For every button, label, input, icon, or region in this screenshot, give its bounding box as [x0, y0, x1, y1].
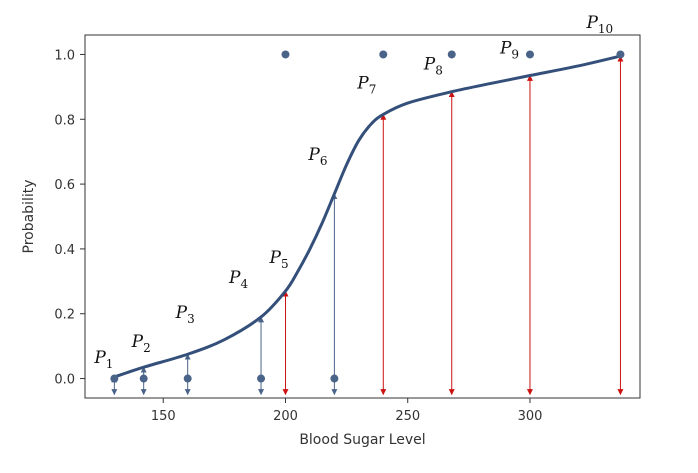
x-axis-ticks: 150 200 250 300 — [151, 398, 543, 424]
y-tick-label: 0.0 — [54, 373, 75, 388]
data-point — [139, 374, 148, 383]
data-point — [447, 50, 456, 59]
point-label-p7: P7 — [356, 73, 376, 96]
y-tick-label: 0.4 — [54, 243, 75, 258]
data-points — [110, 50, 625, 383]
point-label-p8: P8 — [423, 55, 443, 78]
y-tick-label: 1.0 — [54, 48, 75, 63]
point-label-p1: P1 — [93, 348, 113, 371]
y-axis-ticks: 0.0 0.2 0.4 0.6 0.8 1.0 — [54, 48, 85, 388]
x-tick-label: 250 — [395, 409, 420, 424]
y-tick-label: 0.2 — [54, 308, 75, 323]
axes-frame — [84, 34, 641, 399]
data-point — [110, 374, 119, 383]
point-label-p10: P10 — [585, 13, 613, 36]
data-point — [281, 50, 290, 59]
data-point — [257, 374, 266, 383]
plot-area — [84, 34, 641, 399]
point-label-p3: P3 — [175, 303, 195, 326]
point-label-p5: P5 — [268, 248, 288, 271]
point-label-p4: P4 — [228, 268, 248, 291]
point-label-p6: P6 — [307, 145, 327, 168]
sigmoid-curve — [113, 54, 621, 379]
y-tick-label: 0.8 — [54, 113, 75, 128]
x-axis-label: Blood Sugar Level — [299, 432, 425, 448]
data-point — [330, 374, 339, 383]
data-point — [616, 50, 625, 59]
data-point — [525, 50, 534, 59]
x-tick-label: 200 — [273, 409, 298, 424]
point-label-p2: P2 — [131, 332, 151, 355]
y-tick-label: 0.6 — [54, 178, 75, 193]
x-tick-label: 150 — [151, 409, 176, 424]
point-label-p9: P9 — [499, 39, 519, 62]
data-point — [183, 374, 192, 383]
probability-arrows — [111, 55, 624, 396]
point-labels: P1 P2 P3 P4 P5 P6 P7 P8 P9 P10 — [93, 13, 613, 371]
data-point — [379, 50, 388, 59]
y-axis-label: Probability — [21, 179, 37, 253]
x-tick-label: 300 — [518, 409, 543, 424]
